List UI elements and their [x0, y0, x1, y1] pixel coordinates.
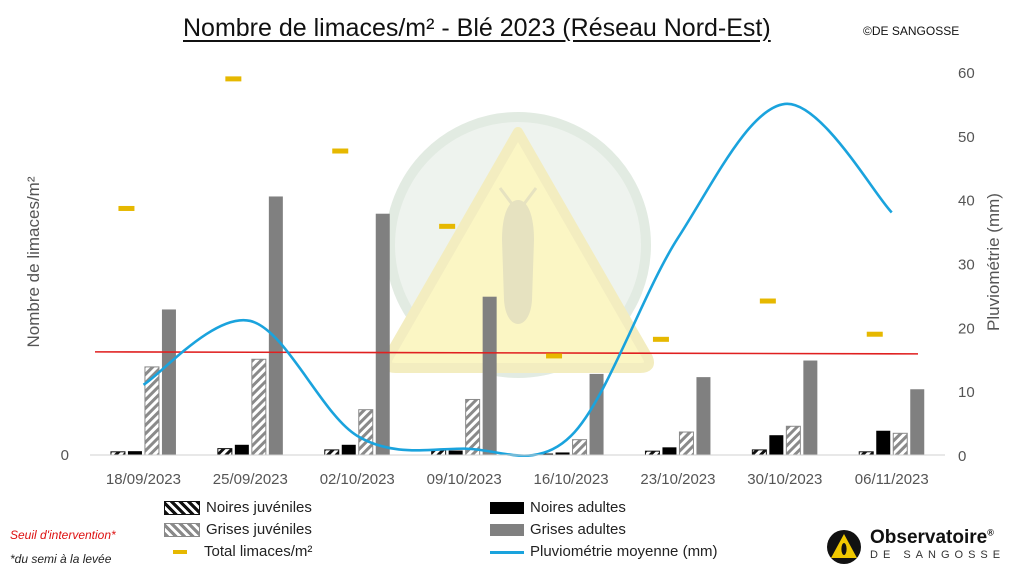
bar-noires-adultes: [555, 452, 570, 455]
pluviometrie-line: [142, 102, 893, 457]
bar-noires-juveniles: [644, 450, 660, 456]
total-marker: [332, 148, 349, 154]
legend-item-grises-juveniles: Grises juvéniles: [164, 521, 312, 538]
bar-noires-adultes: [234, 444, 249, 455]
bar-grises-adultes: [696, 377, 711, 455]
bar-grises-juveniles: [144, 366, 160, 456]
legend-item-pluviometrie: Pluviométrie moyenne (mm): [490, 543, 718, 560]
bar-grises-juveniles: [892, 432, 908, 456]
legend-label: Grises juvéniles: [206, 521, 312, 538]
x-tick-label: 06/11/2023: [855, 471, 929, 488]
y2-tick-label: 20: [958, 320, 975, 337]
legend-swatch: [164, 523, 200, 538]
bar-grises-adultes: [268, 196, 283, 455]
y2-tick-label: 40: [958, 193, 975, 210]
total-marker: [759, 298, 776, 304]
bar-grises-juveniles: [785, 425, 801, 456]
y2-tick-label: 0: [958, 448, 966, 465]
total-marker: [439, 223, 456, 229]
y2-tick-label: 10: [958, 384, 975, 401]
logo-subtitle: DE SANGOSSE: [870, 549, 1006, 561]
total-marker: [866, 331, 883, 337]
bar-grises-juveniles: [251, 358, 267, 456]
legend-swatch: [490, 524, 524, 537]
legend-item-noires-juveniles: Noires juvéniles: [164, 499, 312, 516]
bar-grises-juveniles: [465, 398, 481, 456]
total-marker: [118, 205, 135, 211]
legend-item-noires-adultes: Noires adultes: [490, 499, 626, 516]
x-tick-label: 18/09/2023: [106, 471, 181, 488]
legend-label: Noires adultes: [530, 499, 626, 516]
bar-noires-adultes: [127, 451, 142, 455]
legend-label: Noires juvéniles: [206, 499, 312, 516]
bar-noires-juveniles: [217, 448, 233, 456]
legend-label: Total limaces/m²: [204, 543, 313, 560]
total-marker: [225, 76, 242, 82]
legend-swatch: [164, 501, 200, 516]
bar-noires-adultes: [662, 447, 677, 455]
bar-grises-adultes: [161, 309, 176, 455]
x-tick-label: 30/10/2023: [747, 471, 822, 488]
x-tick-label: 23/10/2023: [640, 471, 715, 488]
legend-label: Grises adultes: [530, 521, 626, 538]
bar-grises-adultes: [910, 389, 925, 455]
y2-tick-label: 50: [958, 129, 975, 146]
logo-word: Observatoire®: [870, 527, 994, 548]
chart-title: Nombre de limaces/m² - Blé 2023 (Réseau …: [183, 14, 771, 42]
seuil-line: [94, 351, 919, 355]
bar-grises-adultes: [482, 296, 497, 455]
legend-swatch: [490, 546, 524, 558]
bar-noires-adultes: [341, 444, 356, 455]
bar-grises-adultes: [803, 360, 818, 455]
legend-swatch: [490, 502, 524, 515]
legend-label: Pluviométrie moyenne (mm): [530, 543, 718, 560]
bar-noires-juveniles: [324, 449, 340, 456]
copyright-text: ©DE SANGOSSE: [863, 24, 960, 38]
bar-grises-juveniles: [572, 439, 588, 456]
bar-grises-adultes: [375, 213, 390, 455]
bar-noires-adultes: [448, 450, 463, 455]
bar-noires-adultes: [769, 435, 784, 455]
semi-note: *du semi à la levée: [10, 552, 112, 566]
x-tick-label: 16/10/2023: [534, 471, 609, 488]
watermark-logo: [382, 112, 654, 378]
total-marker: [546, 353, 563, 359]
legend-swatch: [164, 546, 198, 558]
bar-grises-juveniles: [358, 409, 374, 456]
seuil-note: Seuil d'intervention*: [10, 528, 116, 542]
y2-tick-label: 60: [958, 65, 975, 82]
warning-triangle-icon: [827, 530, 861, 564]
x-tick-label: 02/10/2023: [320, 471, 395, 488]
x-tick-label: 25/09/2023: [213, 471, 288, 488]
legend-item-total: Total limaces/m²: [164, 543, 312, 560]
bar-grises-adultes: [589, 373, 604, 455]
x-tick-label: 09/10/2023: [427, 471, 502, 488]
bar-noires-juveniles: [751, 449, 767, 456]
legend-item-grises-adultes: Grises adultes: [490, 521, 626, 538]
bar-noires-adultes: [876, 430, 891, 455]
total-marker: [652, 336, 669, 342]
bar-grises-juveniles: [678, 431, 694, 456]
y2-tick-label: 30: [958, 257, 975, 274]
y-tick-label: 0: [61, 447, 69, 464]
